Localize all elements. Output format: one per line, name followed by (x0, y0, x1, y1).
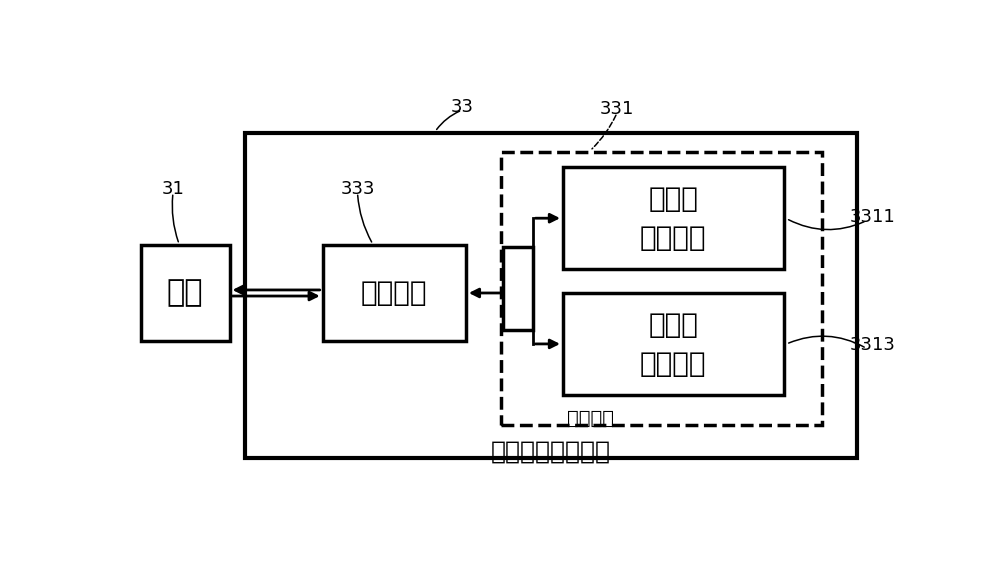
FancyBboxPatch shape (323, 245, 466, 341)
FancyBboxPatch shape (563, 293, 784, 395)
FancyBboxPatch shape (140, 245, 230, 341)
Text: 储存模块: 储存模块 (566, 409, 614, 428)
Text: 31: 31 (162, 180, 184, 198)
Text: 33: 33 (451, 97, 474, 115)
Text: 3311: 3311 (850, 208, 896, 226)
Text: 333: 333 (340, 180, 375, 198)
Text: 主机: 主机 (167, 279, 203, 307)
Text: 混合密度存储系统: 混合密度存储系统 (491, 439, 611, 463)
Text: 控制模块: 控制模块 (361, 279, 428, 307)
Text: 3313: 3313 (850, 336, 896, 354)
Text: 低密度
记忆单元: 低密度 记忆单元 (640, 311, 707, 378)
FancyBboxPatch shape (503, 248, 533, 330)
Text: 331: 331 (600, 100, 634, 118)
FancyBboxPatch shape (245, 132, 857, 458)
Text: 高密度
记忆单元: 高密度 记忆单元 (640, 185, 707, 252)
FancyBboxPatch shape (501, 152, 822, 425)
FancyBboxPatch shape (563, 167, 784, 269)
